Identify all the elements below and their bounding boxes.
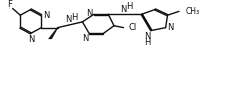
Text: N: N: [143, 32, 150, 41]
Text: CH₃: CH₃: [185, 7, 199, 16]
Text: H: H: [70, 13, 77, 22]
Text: Cl: Cl: [128, 23, 136, 32]
Text: H: H: [125, 2, 131, 11]
Text: N: N: [65, 15, 71, 24]
Text: N: N: [81, 34, 88, 43]
Text: N: N: [27, 35, 34, 44]
Text: F: F: [7, 0, 12, 9]
Text: N: N: [86, 9, 93, 18]
Text: N: N: [43, 11, 49, 20]
Polygon shape: [48, 28, 58, 39]
Text: N: N: [167, 23, 173, 32]
Text: N: N: [119, 5, 126, 14]
Text: H: H: [143, 38, 150, 47]
